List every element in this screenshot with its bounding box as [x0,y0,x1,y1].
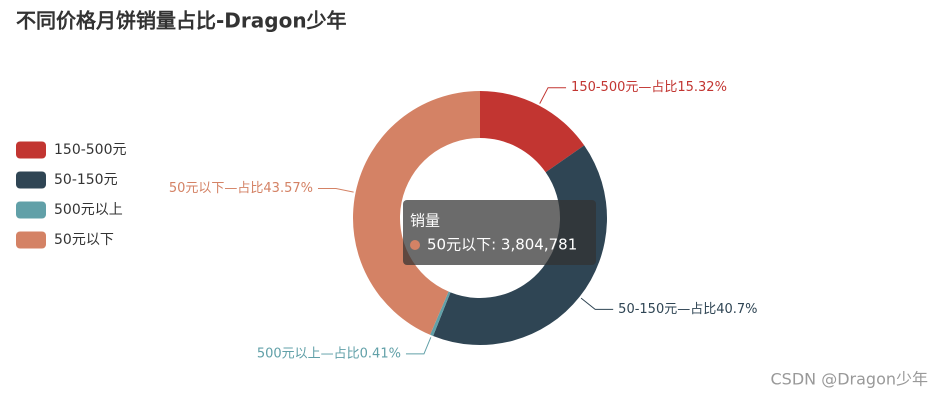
label-line [580,297,614,310]
legend: 150-500元 50-150元 500元以上 50元以下 [16,141,127,249]
pie-slice [433,145,608,346]
legend-swatch [16,141,46,159]
data-label: 150-500元—占比15.32% [571,80,727,95]
legend-label: 150-500元 [54,142,127,158]
pie: 150-500元—占比15.32% 50-150元—占比40.7% 500元以上—占… [169,80,758,361]
data-label: 50-150元—占比40.7% [618,302,757,317]
legend-label: 50元以下 [54,232,114,248]
label-line [539,87,567,104]
label-line [317,188,354,193]
tooltip-box [403,200,596,265]
chart-title: 不同价格月饼销量占比-Dragon少年 [16,9,347,33]
data-label: 50元以下—占比43.57% [169,181,313,196]
legend-swatch [16,201,46,219]
legend-swatch [16,231,46,249]
pie-slice [353,91,480,335]
label-line [405,337,432,355]
pie-slice [430,291,451,337]
pie-slice [480,91,585,173]
data-label: 500元以上—占比0.41% [257,346,401,361]
legend-swatch [16,171,46,189]
tooltip-text: 50元以下: 3,804,781 [427,236,577,254]
tooltip-dot [410,240,420,250]
tooltip: 销量 50元以下: 3,804,781 [403,200,596,265]
watermark: CSDN @Dragon少年 [771,370,929,389]
legend-label: 50-150元 [54,172,118,188]
tooltip-title: 销量 [410,212,440,230]
legend-label: 500元以上 [54,202,123,218]
